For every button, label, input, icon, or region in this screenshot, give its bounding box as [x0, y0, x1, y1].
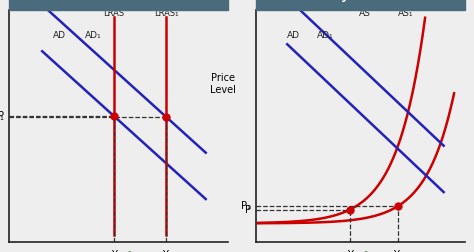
Y-axis label: Price
Level: Price Level [210, 74, 236, 95]
Bar [256, 0, 465, 10]
Bar [9, 0, 228, 10]
Text: Classical: Classical [88, 0, 149, 2]
Text: P₁: P₁ [241, 201, 251, 211]
Text: AD₁: AD₁ [317, 31, 333, 40]
Text: Keynesian: Keynesian [324, 0, 396, 2]
Text: P₁: P₁ [0, 112, 4, 122]
Text: Y: Y [111, 250, 117, 252]
Text: AD: AD [287, 31, 300, 40]
Text: Y: Y [347, 250, 353, 252]
Text: AS₁: AS₁ [398, 9, 414, 18]
Text: P: P [245, 205, 251, 215]
Text: P: P [0, 111, 4, 121]
Text: AD₁: AD₁ [85, 31, 102, 40]
Text: LRAS₁: LRAS₁ [154, 9, 179, 18]
Text: AD: AD [53, 31, 66, 40]
Text: Y₁: Y₁ [393, 250, 402, 252]
Text: AS: AS [358, 9, 370, 18]
Text: LRAS: LRAS [104, 9, 125, 18]
Text: Y₁: Y₁ [162, 250, 171, 252]
